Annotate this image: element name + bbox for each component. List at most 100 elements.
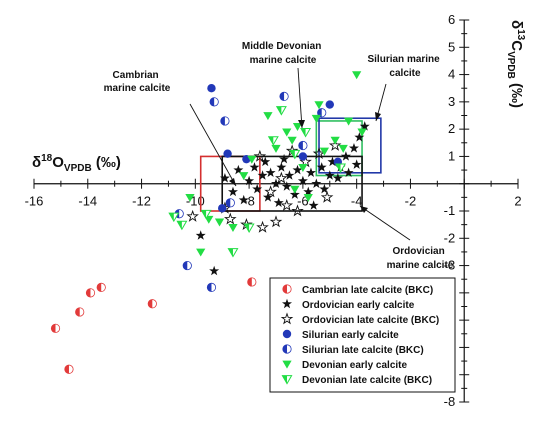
y-label-sup: 13 — [515, 29, 526, 41]
annotation-silurian-line-2: calcite — [389, 68, 421, 79]
data-point — [249, 162, 260, 172]
annotation-middle-devonian: Middle Devonian marine calcite — [242, 41, 324, 66]
field-box-1 — [315, 120, 363, 177]
data-point — [263, 112, 273, 121]
legend-label-4: Silurian late calcite (BKC) — [302, 345, 424, 356]
legend-label-3: Silurian early calcite — [302, 330, 399, 341]
data-point — [292, 123, 303, 132]
data-point — [267, 136, 279, 146]
y-label-sub: VPDB — [505, 51, 516, 79]
data-point — [262, 192, 273, 202]
data-point — [324, 170, 335, 180]
data-point — [320, 190, 334, 203]
data-point — [319, 183, 330, 194]
data-point — [308, 200, 319, 210]
annotation-cambrian: Cambrian marine calcite — [104, 70, 171, 94]
x-tick-label: -14 — [78, 194, 97, 209]
annotation-ordovician-line-2: marine calcite — [387, 260, 454, 271]
legend-label-0: Cambrian late calcite (BKC) — [302, 285, 433, 296]
legend-marker-0 — [282, 284, 292, 294]
data-point — [64, 364, 74, 374]
data-point — [227, 248, 239, 258]
data-point — [269, 215, 283, 228]
y-tick-label: -1 — [444, 203, 456, 218]
legend-label-6: Devonian late calcite (BKC) — [302, 375, 432, 386]
data-point — [280, 198, 294, 211]
arrow-middle-devonian — [297, 67, 303, 129]
x-tick-label: -2 — [405, 194, 417, 209]
data-point — [247, 155, 257, 164]
data-point — [176, 220, 188, 231]
data-point — [228, 224, 238, 232]
data-point — [305, 167, 316, 178]
series-6 — [168, 106, 347, 258]
data-point — [290, 185, 300, 194]
data-point — [265, 167, 276, 178]
annotation-middle-devonian-line-2: marine calcite — [250, 55, 317, 66]
data-point — [206, 282, 217, 292]
data-point — [196, 248, 206, 257]
y-tick-label: 2 — [448, 121, 455, 136]
legend-label-2: Ordovician late calcite (BKC) — [302, 315, 439, 326]
x-ticks: -16 -14 -12 -10 -8 -6 -4 -2 2 — [25, 178, 522, 209]
annotation-cambrian-line-2: marine calcite — [104, 83, 171, 94]
x-tick-label: -16 — [25, 194, 44, 209]
data-point — [348, 142, 359, 153]
legend-marker-6 — [281, 375, 293, 385]
legend-marker-3 — [282, 329, 292, 339]
annotation-silurian-line-1: Silurian marine — [367, 54, 440, 65]
x-tick-label: -4 — [351, 194, 363, 209]
y-label-main: C — [508, 40, 525, 51]
series-4 — [174, 91, 327, 292]
data-point — [298, 140, 308, 151]
data-point — [75, 307, 85, 317]
data-point — [252, 183, 263, 194]
legend: Cambrian late calcite (BKC) Ordovician ea… — [269, 277, 456, 393]
data-point — [303, 193, 313, 202]
data-point — [281, 181, 292, 191]
x-label-unit: (‰) — [92, 154, 121, 171]
data-point — [244, 175, 255, 186]
annotation-middle-devonian-line-1: Middle Devonian — [242, 41, 321, 52]
data-point — [218, 204, 227, 213]
annotation-silurian: Silurian marine calcite — [367, 54, 442, 79]
data-point — [275, 106, 287, 116]
data-point — [291, 204, 304, 217]
x-label-prefix: δ — [32, 154, 41, 171]
data-point — [256, 220, 269, 233]
arrow-middle-devonian-head — [298, 120, 305, 128]
legend-label-1: Ordovician early calcite — [302, 300, 415, 311]
data-point — [243, 223, 255, 233]
data-point — [275, 171, 288, 184]
data-point — [314, 101, 324, 110]
data-point — [227, 186, 238, 197]
legend-label-5: Devonian early calcite — [302, 360, 407, 371]
x-tick-label: -8 — [243, 194, 255, 209]
y-label-unit: (‰) — [508, 79, 525, 108]
annotations: Cambrian marine calcite Middle Devonian … — [104, 41, 454, 271]
data-point — [96, 282, 106, 292]
legend-marker-1 — [282, 298, 292, 309]
legend-marker-5 — [282, 360, 292, 369]
data-point — [284, 170, 295, 180]
x-tick-label: -12 — [132, 194, 151, 209]
data-point — [185, 193, 195, 202]
series-0 — [50, 277, 257, 374]
data-point — [303, 186, 314, 197]
data-point — [247, 277, 257, 287]
y-tick-label: -2 — [444, 230, 456, 245]
y-tick-label: 6 — [448, 12, 455, 27]
data-point — [292, 164, 303, 175]
data-point — [340, 151, 351, 161]
data-point — [271, 144, 281, 153]
arrow-ordovician — [359, 205, 411, 241]
arrow-ordovician-head — [360, 206, 368, 213]
annotation-ordovician-line-1: Ordovician — [392, 246, 444, 257]
data-point — [354, 132, 365, 142]
x-axis-label: δ18OVPDB (‰) — [32, 153, 121, 174]
data-point — [50, 323, 61, 333]
y-axis-label: δ13CVPDB (‰) — [505, 20, 526, 108]
data-point — [289, 149, 301, 160]
y-label-prefix: δ — [508, 20, 525, 29]
y-tick-label: 5 — [448, 39, 455, 54]
